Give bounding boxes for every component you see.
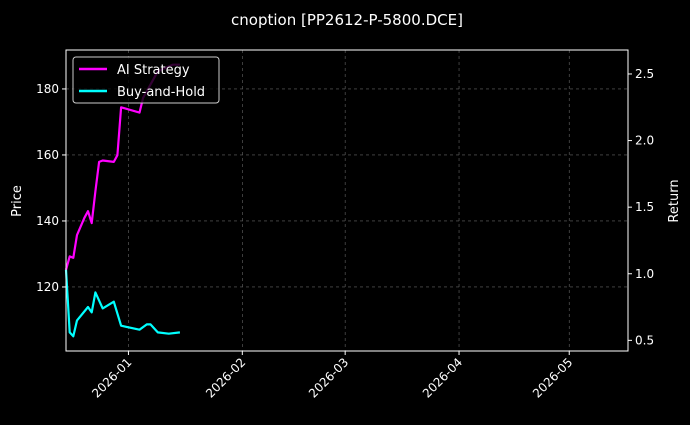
y-left-tick-label: 180 [36,82,59,96]
y-right-tick-label: 0.5 [635,333,654,347]
chart-title: cnoption [PP2612-P-5800.DCE] [231,11,463,29]
legend-label-ai-strategy: AI Strategy [117,63,190,78]
legend-label-buy-and-hold: Buy-and-Hold [117,85,205,100]
y-left-tick-label: 160 [36,148,59,162]
y-axis-left-label: Price [10,185,25,217]
y-left-tick-label: 120 [36,280,59,294]
y-right-tick-label: 2.5 [635,67,654,81]
y-right-tick-label: 1.0 [635,267,654,281]
legend: AI Strategy Buy-and-Hold [73,57,219,103]
y-right-tick-label: 1.5 [635,200,654,214]
y-right-tick-label: 2.0 [635,134,654,148]
y-left-tick-label: 140 [36,214,59,228]
y-axis-right-label: Return [667,179,682,222]
